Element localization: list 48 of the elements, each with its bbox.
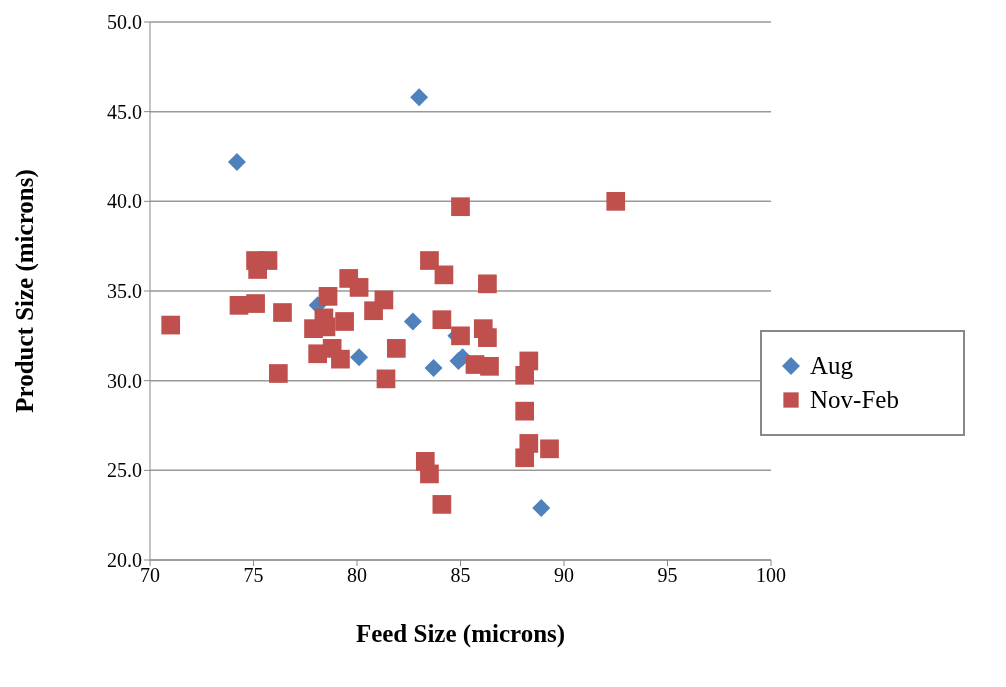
point xyxy=(451,197,470,217)
point xyxy=(227,152,246,171)
point xyxy=(515,401,535,421)
point xyxy=(420,251,439,270)
point xyxy=(480,356,499,376)
point xyxy=(376,369,396,389)
point xyxy=(349,278,369,297)
y-axis-title: Product Size (microns) xyxy=(10,169,39,413)
legend-label: Nov-Feb xyxy=(810,386,899,414)
point xyxy=(434,265,454,285)
x-tick-label: 95 xyxy=(657,564,678,587)
point xyxy=(432,495,452,514)
point xyxy=(350,348,369,367)
x-tick-label: 75 xyxy=(243,564,264,587)
y-tick-label: 40.0 xyxy=(107,190,142,213)
point xyxy=(478,274,497,294)
point xyxy=(606,191,626,211)
point xyxy=(432,310,452,330)
point xyxy=(273,303,292,322)
point xyxy=(161,315,181,335)
point xyxy=(386,339,406,358)
y-tick-label: 30.0 xyxy=(107,369,142,392)
x-tick-label: 85 xyxy=(450,564,471,587)
point xyxy=(540,439,559,459)
point xyxy=(364,301,383,321)
x-tick-label: 80 xyxy=(347,564,367,587)
y-tick-label: 45.0 xyxy=(107,100,142,123)
y-tick-label: 50.0 xyxy=(107,11,142,34)
legend-label: Aug xyxy=(810,352,854,380)
point xyxy=(331,349,350,369)
point xyxy=(515,448,535,468)
point xyxy=(515,365,535,385)
point xyxy=(335,312,354,331)
point xyxy=(420,464,439,484)
x-tick-label: 70 xyxy=(140,564,160,587)
point xyxy=(318,287,338,306)
point xyxy=(410,88,429,107)
y-tick-label: 25.0 xyxy=(107,459,142,482)
point xyxy=(532,498,551,517)
y-tick-label: 35.0 xyxy=(107,280,142,303)
x-axis-title: Feed Size (microns) xyxy=(355,620,566,648)
point xyxy=(246,294,265,313)
x-tick-label: 100 xyxy=(756,564,786,587)
point xyxy=(268,364,288,383)
point xyxy=(403,312,422,331)
y-tick-label: 20.0 xyxy=(107,549,142,572)
x-tick-label: 90 xyxy=(554,564,574,587)
point xyxy=(424,359,443,378)
